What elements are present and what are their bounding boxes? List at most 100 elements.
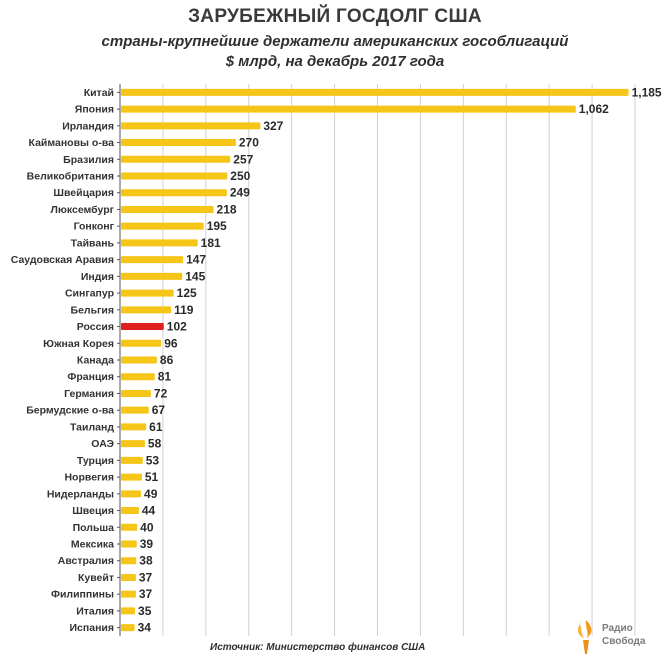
value-label: 44	[142, 504, 156, 518]
category-label: Таиланд	[70, 421, 114, 433]
bar	[121, 339, 162, 347]
bar	[121, 389, 151, 397]
bar-highlight	[121, 323, 164, 331]
bar	[121, 222, 204, 230]
category-label: Каймановы о-ва	[29, 137, 115, 149]
bar	[121, 406, 149, 414]
bar	[121, 172, 228, 180]
bar	[121, 256, 184, 264]
category-label: Россия	[77, 321, 114, 333]
category-label: Германия	[64, 388, 114, 400]
category-label: Бельгия	[71, 304, 114, 316]
category-label: Китай	[84, 87, 114, 99]
chart-units: $ млрд, на декабрь 2017 года	[225, 53, 445, 70]
value-label: 119	[174, 303, 194, 317]
bar	[121, 239, 198, 247]
chart-subtitle: страны-крупнейшие держатели американских…	[101, 33, 569, 50]
category-label: Люксембург	[51, 204, 115, 216]
value-label: 250	[230, 169, 250, 183]
bar	[121, 356, 157, 364]
value-label: 181	[201, 236, 221, 250]
bar	[121, 205, 214, 213]
value-label: 49	[144, 487, 158, 501]
value-label: 145	[185, 269, 205, 283]
value-label: 86	[160, 353, 174, 367]
value-label: 327	[263, 119, 283, 133]
value-label: 218	[217, 202, 237, 216]
bar	[121, 306, 172, 314]
category-label: Япония	[75, 104, 114, 116]
value-label: 58	[148, 437, 162, 451]
value-label: 53	[146, 453, 160, 467]
bar	[121, 88, 629, 96]
category-label: Южная Корея	[43, 338, 114, 350]
value-label: 37	[139, 587, 153, 601]
value-label: 40	[140, 520, 154, 534]
bar	[121, 490, 142, 498]
chart-title: ЗАРУБЕЖНЫЙ ГОСДОЛГ США	[188, 6, 482, 27]
bar	[121, 139, 236, 147]
bar	[121, 557, 137, 565]
category-label: Швеция	[72, 505, 114, 517]
source-note: Источник: Министерство финансов США	[210, 642, 426, 653]
category-label: Бразилия	[63, 154, 114, 166]
logo-line2: Свобода	[602, 636, 646, 647]
value-label: 249	[230, 186, 250, 200]
bar	[121, 122, 261, 130]
value-label: 81	[158, 370, 172, 384]
bar	[121, 189, 227, 197]
torch-flame-icon	[577, 620, 592, 654]
bar	[121, 624, 135, 632]
value-label: 270	[239, 136, 259, 150]
bar	[121, 272, 183, 280]
category-label: Филиппины	[51, 589, 114, 601]
category-label: Норвегия	[64, 472, 114, 484]
value-label: 35	[138, 604, 152, 618]
value-label: 39	[140, 537, 154, 551]
value-label: 125	[177, 286, 197, 300]
category-label: Гонконг	[74, 221, 115, 233]
category-label: Саудовская Аравия	[11, 254, 114, 266]
radio-svoboda-logo: Радио Свобода	[570, 614, 670, 658]
bar	[121, 105, 576, 113]
bar	[121, 473, 142, 481]
category-label: Индия	[81, 271, 114, 283]
value-label: 67	[152, 403, 166, 417]
category-label: Мексика	[71, 539, 114, 551]
category-label: Канада	[77, 355, 114, 367]
bar	[121, 440, 145, 448]
value-label: 1,185	[632, 85, 662, 99]
category-label: Ирландия	[62, 120, 114, 132]
bar	[121, 423, 147, 431]
category-label: Польша	[73, 522, 115, 534]
bar	[121, 607, 136, 615]
category-label: Франция	[67, 371, 114, 383]
value-label: 38	[139, 554, 153, 568]
bar	[121, 155, 231, 163]
value-label: 1,062	[579, 102, 609, 116]
bar	[121, 540, 137, 548]
category-label: Швейцария	[53, 187, 114, 199]
category-label: Италия	[76, 605, 114, 617]
bar	[121, 373, 155, 381]
category-label: Бермудские о-ва	[26, 405, 114, 417]
bar	[121, 523, 138, 531]
category-label: Великобритания	[27, 171, 114, 183]
category-label: Испания	[70, 622, 115, 634]
category-label: Тайвань	[71, 237, 115, 249]
category-label: Кувейт	[78, 572, 114, 584]
bar	[121, 507, 139, 515]
category-label: Сингапур	[65, 288, 114, 300]
value-label: 34	[138, 621, 152, 635]
bar	[121, 289, 174, 297]
bar	[121, 590, 136, 598]
value-label: 72	[154, 386, 168, 400]
logo-line1: Радио	[602, 623, 633, 634]
value-label: 37	[139, 570, 153, 584]
value-label: 61	[149, 420, 163, 434]
value-label: 257	[233, 152, 253, 166]
category-label: Нидерланды	[47, 488, 114, 500]
category-label: Турция	[77, 455, 114, 467]
value-label: 147	[186, 253, 206, 267]
